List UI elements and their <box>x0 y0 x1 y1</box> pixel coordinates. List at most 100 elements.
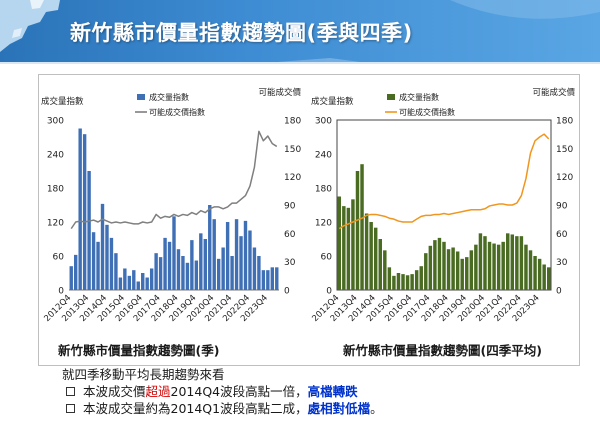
y-left-tick-label: 180 <box>47 185 64 195</box>
legend-volume-swatch <box>387 94 395 100</box>
volume-bar <box>266 270 270 290</box>
y-left-tick-label: 120 <box>315 219 332 229</box>
y-right-tick-label: 150 <box>556 145 573 155</box>
volume-bar <box>369 222 373 290</box>
y-left-tick-label: 120 <box>47 219 64 229</box>
volume-bar <box>114 253 118 290</box>
y-right-tick-label: 120 <box>284 173 301 183</box>
volume-bar <box>87 171 91 290</box>
y-right-tick-label: 180 <box>284 117 301 127</box>
volume-bar <box>387 267 392 290</box>
y-left-axis-label: 成交量指數 <box>311 96 354 107</box>
note-item: 本波成交價 超過 2014Q4波段高點一倍， 高檔轉跌 <box>62 383 592 400</box>
legend-price-label: 可能成交價指數 <box>149 107 205 117</box>
note2-post: 。 <box>370 401 383 416</box>
y-right-axis-label: 可能成交價 <box>532 87 575 98</box>
volume-bar <box>360 164 364 290</box>
note1-pre: 本波成交價 <box>83 384 146 399</box>
volume-bar <box>252 247 257 290</box>
volume-bar <box>105 224 109 290</box>
volume-bar <box>542 264 546 290</box>
volume-bar <box>167 241 172 290</box>
volume-bar <box>100 203 105 290</box>
page-title: 新竹縣市價量指數趨勢圖(季與四季) <box>70 21 413 45</box>
square-bullet-icon <box>66 387 75 396</box>
volume-bar <box>275 267 279 290</box>
y-left-axis-label: 成交量指數 <box>41 96 84 107</box>
volume-bar <box>469 250 474 290</box>
notes-heading: 就四季移動平均長期趨勢來看 <box>62 366 592 383</box>
price-line <box>70 130 278 230</box>
volume-bar <box>483 236 487 290</box>
volume-bar <box>465 257 469 290</box>
volume-bar <box>225 222 230 290</box>
price-line <box>338 133 550 230</box>
volume-bar <box>136 281 140 290</box>
y-right-tick-label: 60 <box>284 230 296 240</box>
volume-bar <box>212 219 216 290</box>
volume-bar <box>181 256 185 290</box>
volume-bar <box>528 250 533 290</box>
y-right-tick-label: 60 <box>556 230 568 240</box>
legend-volume-swatch <box>137 94 145 100</box>
volume-bar <box>163 237 167 290</box>
volume-bar <box>442 241 446 290</box>
volume-bar <box>199 233 203 290</box>
volume-bar <box>487 241 492 290</box>
volume-bar <box>96 241 100 290</box>
volume-bar <box>234 219 239 290</box>
volume-bar <box>401 274 405 290</box>
volume-bar <box>501 241 505 290</box>
volume-bar <box>410 274 414 290</box>
square-bullet-icon <box>66 404 75 413</box>
y-right-tick-label: 0 <box>284 287 290 297</box>
notes-heading-text: 就四季移動平均長期趨勢來看 <box>62 367 225 382</box>
volume-bar <box>510 234 515 290</box>
volume-bar <box>176 249 181 290</box>
legend-price-label: 可能成交價指數 <box>399 107 455 117</box>
volume-bar <box>185 262 190 290</box>
volume-bar <box>533 256 537 290</box>
four-quarter-chart-caption: 新竹縣市價量指數趨勢圖(四季平均) <box>343 343 542 358</box>
volume-bar <box>519 236 524 290</box>
volume-bar <box>337 196 342 290</box>
volume-bar <box>69 266 73 290</box>
volume-bar <box>216 258 221 290</box>
volume-bar <box>546 267 551 290</box>
volume-bar <box>190 240 194 290</box>
quarterly-chart-svg: 0601201802403000306090120150180成交量指數可能成交… <box>41 87 301 324</box>
volume-bar <box>194 260 199 290</box>
volume-bar <box>118 277 123 290</box>
volume-bar <box>342 206 346 290</box>
y-right-tick-label: 120 <box>556 173 573 183</box>
volume-bar <box>91 232 96 290</box>
y-left-tick-label: 240 <box>47 151 64 161</box>
y-left-tick-label: 60 <box>53 253 65 263</box>
volume-bar <box>496 244 501 290</box>
note2-pre: 本波成交量約為2014Q1波段高點二成， <box>83 401 308 416</box>
volume-bar <box>437 237 442 290</box>
note1-emphasis: 高檔轉跌 <box>307 384 358 399</box>
volume-bar <box>149 268 154 290</box>
volume-bar <box>428 245 433 290</box>
volume-bar <box>474 244 478 290</box>
volume-bar <box>221 247 225 290</box>
y-right-axis-label: 可能成交價 <box>258 87 301 98</box>
volume-bar <box>373 227 378 290</box>
volume-bar <box>419 266 423 290</box>
four-quarter-chart-svg: 0601201802403000306090120150180成交量指數可能成交… <box>310 87 575 324</box>
volume-bar <box>230 256 234 290</box>
volume-bar <box>154 253 158 290</box>
volume-bar <box>203 239 207 290</box>
volume-bar <box>74 254 78 290</box>
four-quarter-chart: 0 60 120 180 240 300 0 30 60 90 120 150 180 成交量指數 可能成交… <box>307 86 577 340</box>
volume-bar <box>248 230 252 290</box>
volume-bar <box>261 270 266 290</box>
volume-bar <box>158 257 163 290</box>
y-left-tick-label: 180 <box>315 185 332 195</box>
legend-volume-label: 成交量指數 <box>399 92 439 102</box>
y-left-tick-label: 300 <box>315 117 332 127</box>
y-right-tick-label: 90 <box>284 202 296 212</box>
volume-bar <box>172 216 176 290</box>
y-right-tick-label: 30 <box>284 258 296 268</box>
